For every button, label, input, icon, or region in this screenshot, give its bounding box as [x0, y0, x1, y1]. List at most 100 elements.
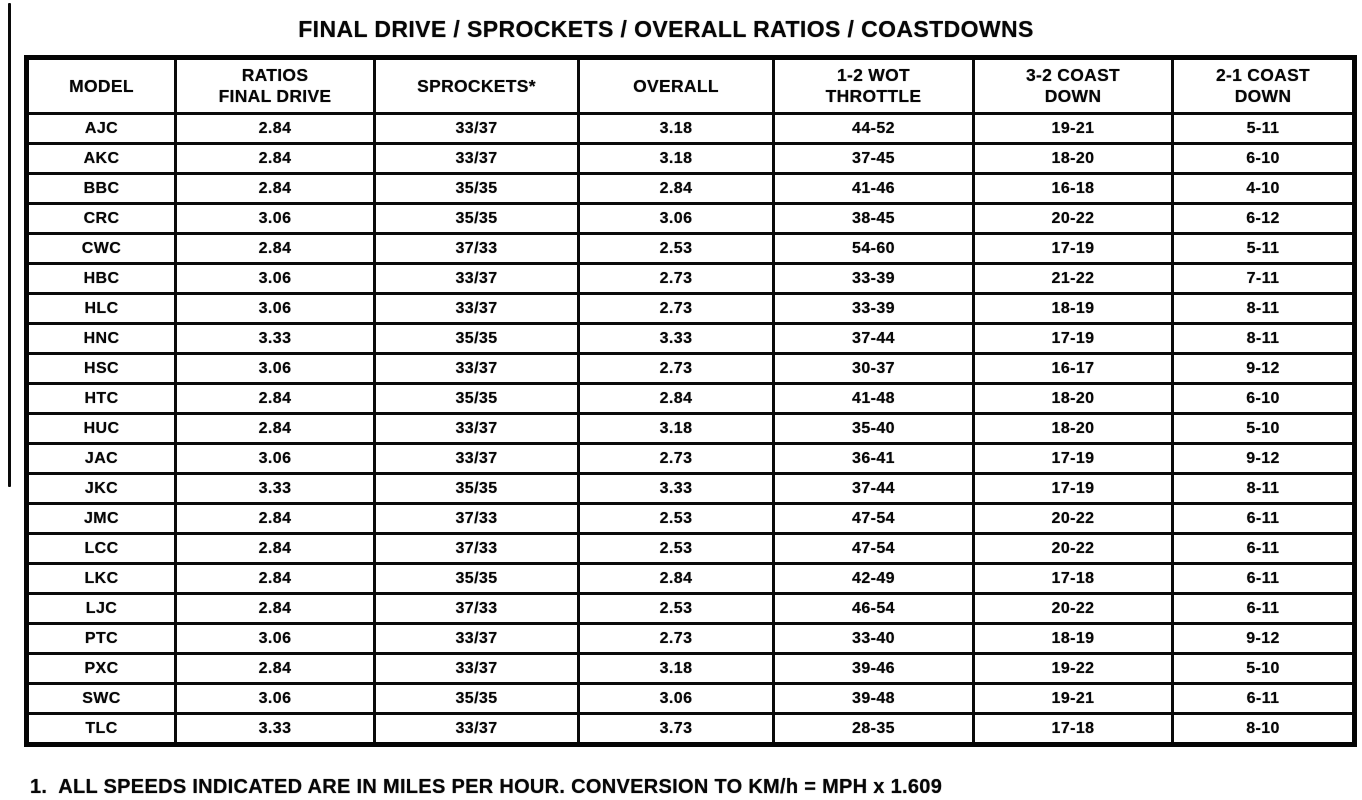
- table-cell: HNC: [25, 322, 177, 355]
- table-row: HSC 3.06 33/37 2.73 30-37 16-17 9-12: [25, 352, 1356, 385]
- table-cell: 2.84: [174, 172, 376, 205]
- table-row: AJC 2.84 33/37 3.18 44-52 19-21 5-11: [25, 112, 1356, 145]
- table-cell: 35/35: [373, 202, 580, 235]
- table-cell: 20-22: [972, 202, 1174, 235]
- table-cell: 9-12: [1171, 442, 1356, 475]
- column-header-sprockets: SPROCKETS*: [373, 56, 580, 115]
- table-cell: 37/33: [373, 532, 580, 565]
- table-cell: 35/35: [373, 172, 580, 205]
- table-cell: 33/37: [373, 112, 580, 145]
- table-cell: 19-21: [972, 682, 1174, 715]
- table-row: HLC 3.06 33/37 2.73 33-39 18-19 8-11: [25, 292, 1356, 325]
- column-header-3-2-coast-down: 3-2 COAST DOWN: [972, 56, 1174, 115]
- table-cell: 2.84: [174, 592, 376, 625]
- table-cell: 2.73: [577, 292, 775, 325]
- table-cell: 9-12: [1171, 352, 1356, 385]
- table-cell: 33-39: [772, 262, 975, 295]
- table-cell: 35/35: [373, 562, 580, 595]
- table-cell: 6-11: [1171, 532, 1356, 565]
- footnote: 1. ALL SPEEDS INDICATED ARE IN MILES PER…: [30, 776, 943, 798]
- table-row: LKC 2.84 35/35 2.84 42-49 17-18 6-11: [25, 562, 1356, 595]
- table-cell: 37-44: [772, 472, 975, 505]
- table-cell: 18-20: [972, 412, 1174, 445]
- table-cell: 2.84: [174, 382, 376, 415]
- table-cell: 6-11: [1171, 592, 1356, 625]
- table-cell: 17-18: [972, 712, 1174, 746]
- column-header-2-1-coast-down: 2-1 COAST DOWN: [1171, 56, 1356, 115]
- table-cell: 38-45: [772, 202, 975, 235]
- table-cell: 6-11: [1171, 502, 1356, 535]
- table-row: AKC 2.84 33/37 3.18 37-45 18-20 6-10: [25, 142, 1356, 175]
- table-row: PXC 2.84 33/37 3.18 39-46 19-22 5-10: [25, 652, 1356, 685]
- table-cell: 3.06: [174, 442, 376, 475]
- table-cell: 18-19: [972, 622, 1174, 655]
- table-cell: 2.73: [577, 442, 775, 475]
- table-cell: 19-22: [972, 652, 1174, 685]
- table-cell: 2.53: [577, 532, 775, 565]
- table-cell: 37/33: [373, 502, 580, 535]
- table-cell: 33-40: [772, 622, 975, 655]
- table-cell: 2.53: [577, 232, 775, 265]
- table-cell: 4-10: [1171, 172, 1356, 205]
- table-cell: 21-22: [972, 262, 1174, 295]
- table-cell: 2.84: [577, 382, 775, 415]
- table-cell: 17-19: [972, 472, 1174, 505]
- table-cell: 35/35: [373, 382, 580, 415]
- table-cell: 47-54: [772, 502, 975, 535]
- table-cell: 18-20: [972, 382, 1174, 415]
- table-cell: 18-20: [972, 142, 1174, 175]
- table-row: JKC 3.33 35/35 3.33 37-44 17-19 8-11: [25, 472, 1356, 505]
- table-cell: 8-10: [1171, 712, 1356, 746]
- table-cell: 37/33: [373, 232, 580, 265]
- table-cell: LJC: [25, 592, 177, 625]
- table-cell: 28-35: [772, 712, 975, 746]
- table-cell: 41-46: [772, 172, 975, 205]
- table-cell: 8-11: [1171, 472, 1356, 505]
- table-cell: 3.18: [577, 112, 775, 145]
- table-cell: 33/37: [373, 292, 580, 325]
- table-cell: 2.53: [577, 592, 775, 625]
- table-cell: AJC: [25, 112, 177, 145]
- table-cell: 2.84: [174, 652, 376, 685]
- table-cell: 3.06: [174, 202, 376, 235]
- table-cell: 20-22: [972, 592, 1174, 625]
- table-body: AJC 2.84 33/37 3.18 44-52 19-21 5-11 AKC 2.84 33/…: [25, 112, 1356, 746]
- table-cell: 37-44: [772, 322, 975, 355]
- table-cell: PTC: [25, 622, 177, 655]
- table-cell: 2.84: [174, 412, 376, 445]
- table-cell: 2.84: [577, 562, 775, 595]
- table-cell: 39-46: [772, 652, 975, 685]
- table-cell: JMC: [25, 502, 177, 535]
- table-cell: 3.18: [577, 412, 775, 445]
- table-cell: 3.33: [174, 322, 376, 355]
- table-cell: 16-18: [972, 172, 1174, 205]
- table-cell: 47-54: [772, 532, 975, 565]
- table-cell: 3.33: [174, 472, 376, 505]
- table-cell: 16-17: [972, 352, 1174, 385]
- table-cell: 36-41: [772, 442, 975, 475]
- table-cell: CRC: [25, 202, 177, 235]
- table-row: LJC 2.84 37/33 2.53 46-54 20-22 6-11: [25, 592, 1356, 625]
- table-cell: 20-22: [972, 502, 1174, 535]
- table-row: BBC 2.84 35/35 2.84 41-46 16-18 4-10: [25, 172, 1356, 205]
- table-cell: 33-39: [772, 292, 975, 325]
- table-cell: 3.33: [174, 712, 376, 746]
- table-cell: 35-40: [772, 412, 975, 445]
- table-cell: 33/37: [373, 442, 580, 475]
- table-cell: HLC: [25, 292, 177, 325]
- table-row: TLC 3.33 33/37 3.73 28-35 17-18 8-10: [25, 712, 1356, 746]
- table-row: HUC 2.84 33/37 3.18 35-40 18-20 5-10: [25, 412, 1356, 445]
- table-cell: 2.73: [577, 262, 775, 295]
- table-row: JAC 3.06 33/37 2.73 36-41 17-19 9-12: [25, 442, 1356, 475]
- table-cell: 2.84: [174, 142, 376, 175]
- column-header-model: MODEL: [25, 56, 177, 115]
- table-cell: HTC: [25, 382, 177, 415]
- column-header-1-2-wot-throttle: 1-2 WOT THROTTLE: [772, 56, 975, 115]
- table-cell: 39-48: [772, 682, 975, 715]
- table-row: HBC 3.06 33/37 2.73 33-39 21-22 7-11: [25, 262, 1356, 295]
- table-cell: 20-22: [972, 532, 1174, 565]
- table-row: CWC 2.84 37/33 2.53 54-60 17-19 5-11: [25, 232, 1356, 265]
- column-header-ratios-final-drive: RATIOS FINAL DRIVE: [174, 56, 376, 115]
- table-cell: HSC: [25, 352, 177, 385]
